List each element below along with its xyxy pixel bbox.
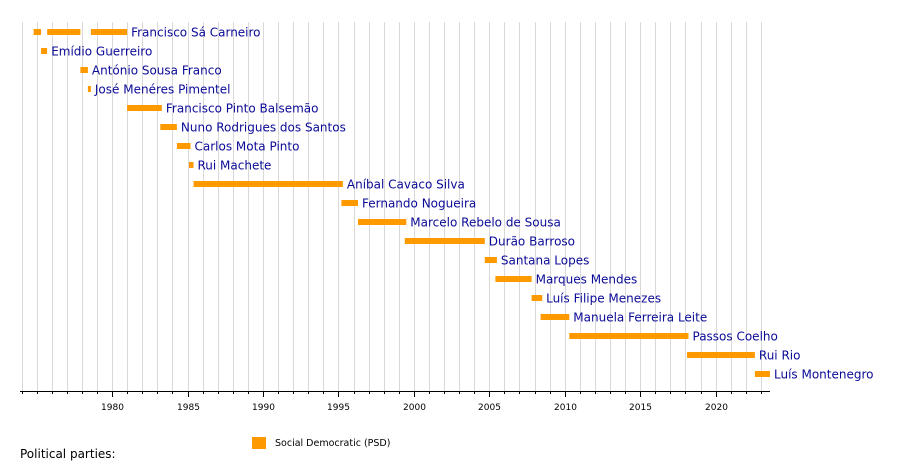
- leader-name-label: Luís Montenegro: [774, 368, 874, 382]
- term-bar: [160, 124, 177, 130]
- term-bar: [176, 143, 191, 149]
- x-tick-label: 1995: [327, 403, 350, 413]
- term-bar: [41, 48, 48, 54]
- x-tick-label: 2000: [403, 403, 426, 413]
- x-tick-label: 2015: [629, 403, 652, 413]
- x-tick-label: 1980: [101, 403, 124, 413]
- x-tick-label: 2020: [705, 403, 728, 413]
- x-tick-label: 1985: [177, 403, 200, 413]
- x-tick-label: 2005: [478, 403, 501, 413]
- legend-item-psd: Social Democratic (PSD): [252, 437, 390, 449]
- leader-name-label: Rui Rio: [759, 349, 801, 363]
- term-bar: [341, 200, 358, 206]
- term-bar: [193, 181, 343, 187]
- legend-swatch: [252, 437, 266, 449]
- term-bar: [404, 238, 485, 244]
- term-bar: [87, 86, 91, 92]
- term-bar: [189, 162, 194, 168]
- term-bar: [80, 67, 88, 73]
- term-bar: [484, 257, 497, 263]
- term-bar: [47, 29, 81, 35]
- term-bar: [33, 29, 42, 35]
- leader-name-label: Emídio Guerreiro: [51, 45, 152, 59]
- leader-name-label: Fernando Nogueira: [362, 197, 476, 211]
- leader-name-label: Marques Mendes: [536, 273, 638, 287]
- leader-name-label: Aníbal Cavaco Silva: [347, 178, 465, 192]
- term-bar: [540, 314, 570, 320]
- term-bar: [495, 276, 532, 282]
- term-bar: [531, 295, 543, 301]
- leader-name-label: Durão Barroso: [489, 235, 575, 249]
- leader-name-label: José Menéres Pimentel: [94, 83, 231, 97]
- term-bar: [569, 333, 689, 339]
- x-tick-label: 1990: [252, 403, 275, 413]
- term-bar: [687, 352, 755, 358]
- leader-name-label: Francisco Pinto Balsemão: [166, 102, 319, 116]
- leader-name-label: Carlos Mota Pinto: [195, 140, 300, 154]
- leader-name-label: Passos Coelho: [693, 330, 778, 344]
- term-bar: [358, 219, 407, 225]
- leader-name-label: Luís Filipe Menezes: [546, 292, 661, 306]
- leader-name-label: Marcelo Rebelo de Sousa: [410, 216, 561, 230]
- leader-name-label: António Sousa Franco: [92, 64, 222, 78]
- legend-title: Political parties:: [20, 447, 116, 461]
- leader-name-label: Francisco Sá Carneiro: [131, 26, 260, 40]
- leader-name-label: Rui Machete: [198, 159, 272, 173]
- term-bar: [754, 371, 770, 377]
- leader-name-label: Nuno Rodrigues dos Santos: [181, 121, 346, 135]
- term-bar: [127, 105, 162, 111]
- legend-label: Social Democratic (PSD): [275, 437, 391, 449]
- leader-name-label: Manuela Ferreira Leite: [573, 311, 707, 325]
- term-bar: [90, 29, 128, 35]
- leader-name-label: Santana Lopes: [501, 254, 589, 268]
- x-tick-label: 2010: [554, 403, 577, 413]
